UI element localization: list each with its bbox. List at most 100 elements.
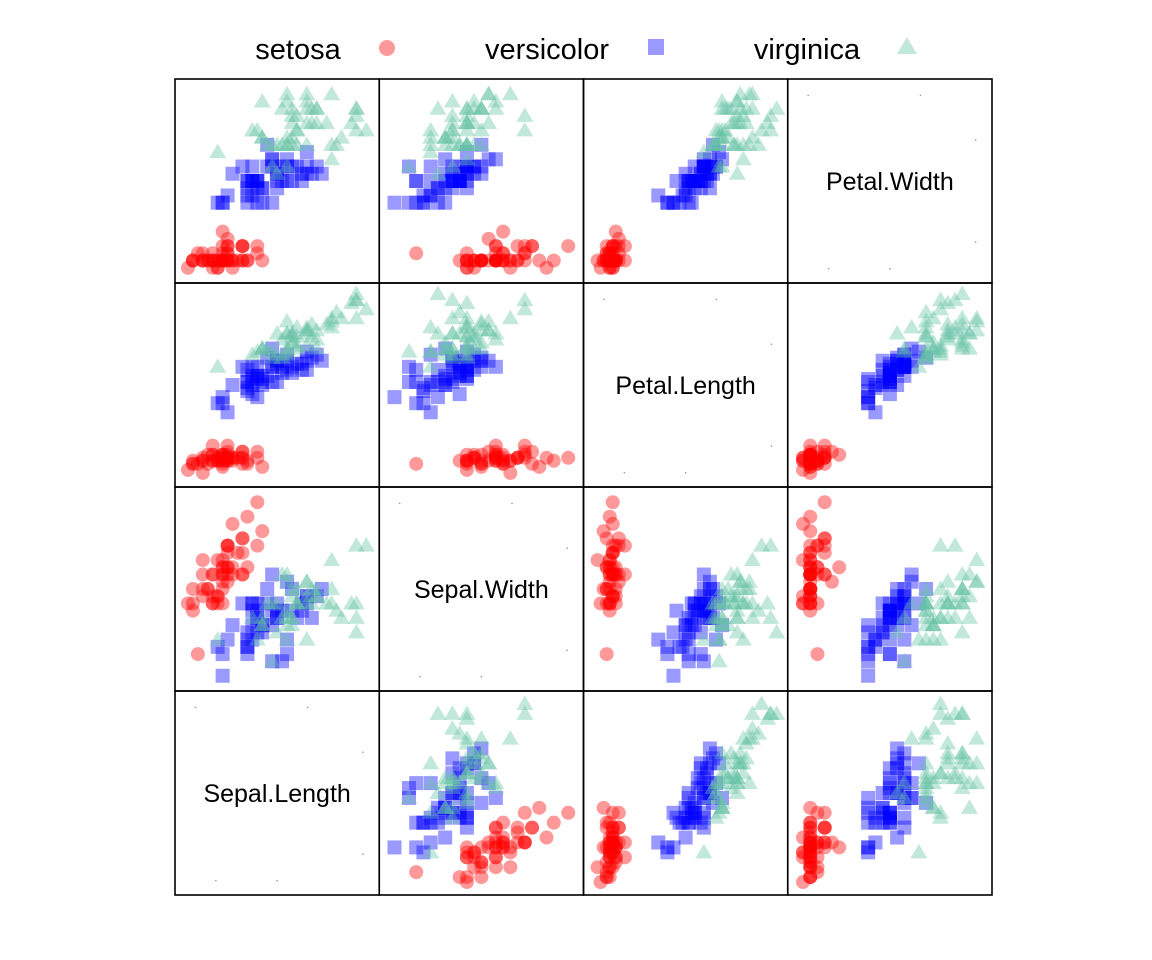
point-versicolor (481, 353, 496, 368)
point-versicolor (684, 610, 699, 625)
point-versicolor (299, 166, 314, 181)
point-setosa (803, 450, 818, 465)
point-versicolor (875, 625, 890, 640)
point-setosa (205, 567, 220, 582)
point-virginica (342, 594, 360, 610)
point-virginica (917, 774, 935, 790)
point-virginica (734, 764, 752, 780)
point-versicolor (861, 374, 876, 389)
point-setosa (220, 231, 235, 246)
point-versicolor (715, 152, 730, 167)
point-setosa (532, 253, 547, 268)
point-virginica (917, 340, 935, 355)
point-setosa (817, 450, 832, 465)
point-versicolor (423, 188, 438, 203)
point-setosa (602, 253, 617, 268)
point-versicolor (696, 771, 711, 786)
point-versicolor (265, 159, 280, 174)
point-setosa (817, 545, 832, 560)
point-versicolor (294, 362, 309, 377)
point-virginica (740, 580, 758, 595)
point-setosa (605, 835, 620, 850)
point-setosa (525, 444, 540, 459)
point-versicolor (245, 603, 260, 618)
diagonal-tick-mark (807, 94, 809, 97)
point-virginica (273, 349, 291, 364)
point-setosa (496, 456, 511, 471)
point-setosa (230, 545, 245, 560)
point-setosa (608, 850, 623, 865)
point-setosa (605, 516, 620, 531)
point-virginica (458, 794, 476, 809)
point-setosa (235, 239, 250, 254)
point-setosa (602, 560, 617, 575)
point-setosa (795, 453, 810, 468)
point-virginica (487, 100, 505, 115)
point-setosa (517, 239, 532, 254)
point-versicolor (882, 810, 897, 825)
point-versicolor (270, 353, 285, 368)
point-setosa (459, 260, 474, 275)
point-setosa (803, 453, 818, 468)
point-versicolor (705, 137, 720, 152)
point-virginica (323, 312, 341, 328)
point-virginica (707, 136, 725, 151)
point-versicolor (445, 766, 460, 781)
point-setosa (803, 830, 818, 845)
point-setosa (215, 253, 230, 268)
point-virginica (713, 580, 731, 595)
point-virginica (458, 337, 476, 352)
point-versicolor (215, 647, 230, 662)
point-versicolor (702, 741, 717, 756)
point-virginica (323, 318, 341, 334)
point-versicolor (304, 166, 319, 181)
point-versicolor (897, 596, 912, 611)
point-setosa (803, 453, 818, 468)
point-setosa (235, 239, 250, 254)
point-virginica (939, 754, 957, 770)
point-virginica (734, 594, 752, 610)
point-virginica (458, 114, 476, 130)
point-setosa (608, 224, 623, 239)
point-setosa (602, 596, 617, 611)
point-setosa (605, 860, 620, 875)
point-setosa (525, 820, 540, 835)
point-setosa (205, 253, 220, 268)
point-versicolor (897, 359, 912, 374)
point-setosa (190, 246, 205, 261)
point-virginica (719, 100, 737, 115)
point-setosa (599, 582, 614, 596)
point-virginica (924, 774, 942, 790)
point-versicolor (467, 159, 482, 174)
point-virginica (710, 158, 728, 173)
point-setosa (225, 253, 240, 268)
point-versicolor (911, 756, 926, 771)
point-setosa (452, 253, 467, 268)
point-versicolor (438, 378, 453, 392)
point-versicolor (868, 835, 883, 850)
point-virginica (443, 799, 461, 814)
point-virginica (328, 303, 346, 319)
point-setosa (596, 840, 611, 855)
point-virginica (451, 324, 469, 340)
point-virginica (939, 594, 957, 610)
point-setosa (602, 850, 617, 865)
point-virginica (953, 744, 971, 760)
point-setosa (795, 850, 810, 865)
point-virginica (298, 114, 316, 130)
point-virginica (953, 580, 971, 595)
point-versicolor (911, 344, 926, 359)
point-versicolor (897, 746, 912, 761)
point-virginica (263, 594, 281, 610)
point-setosa (488, 453, 503, 468)
point-virginica (961, 566, 979, 581)
point-setosa (605, 805, 620, 820)
point-versicolor (225, 618, 240, 633)
point-versicolor (245, 632, 260, 647)
point-setosa (467, 450, 482, 465)
point-virginica (308, 321, 326, 337)
point-virginica (209, 143, 227, 159)
point-setosa (205, 567, 220, 582)
point-setosa (240, 560, 255, 575)
point-setosa (488, 447, 503, 462)
